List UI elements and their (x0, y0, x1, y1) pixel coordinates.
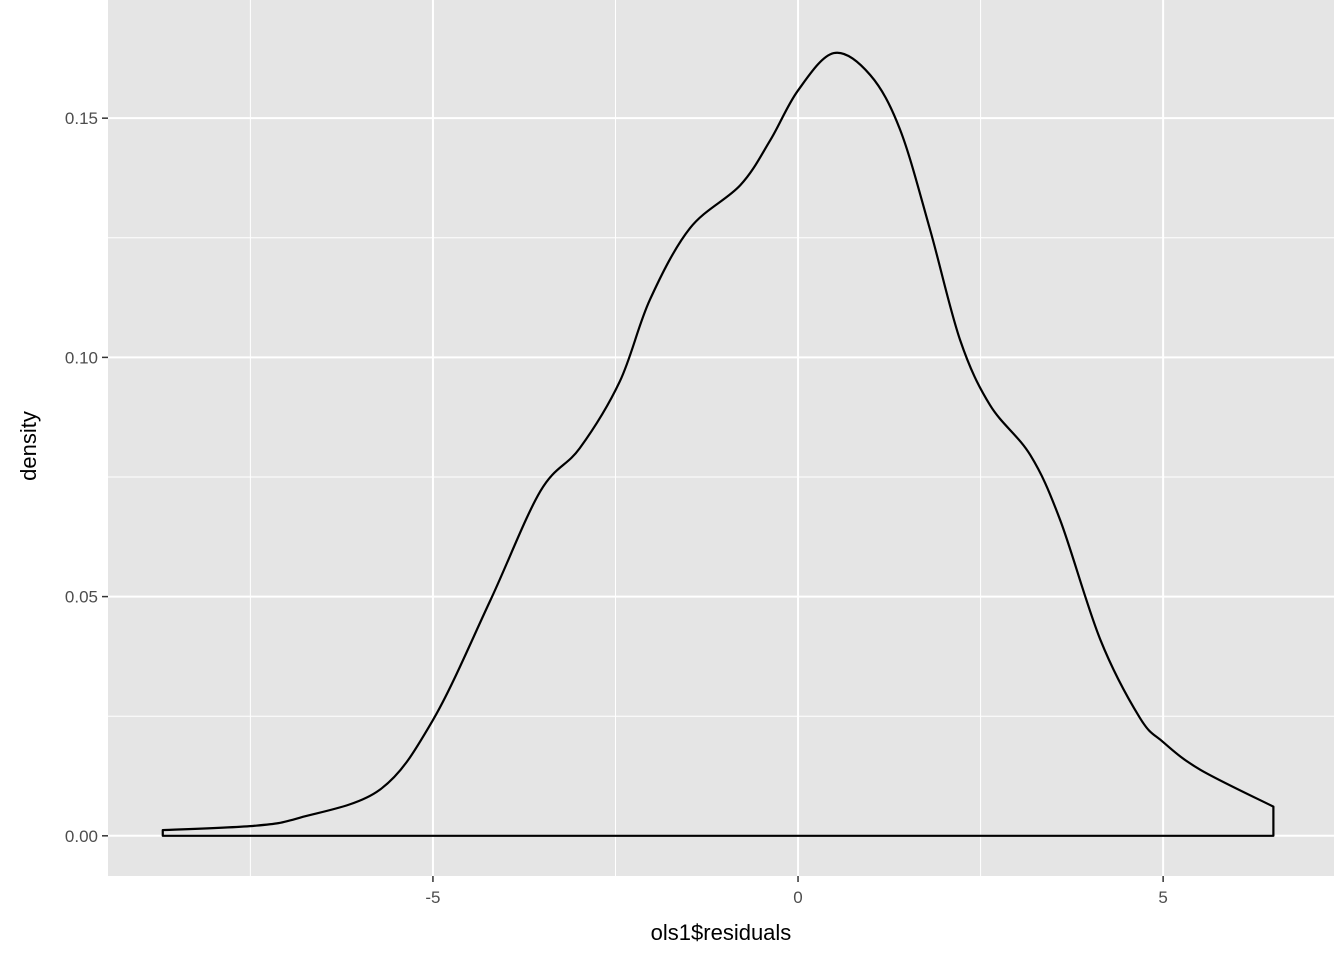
y-tick-label: 0.00 (65, 827, 98, 846)
y-tick-label: 0.05 (65, 588, 98, 607)
x-tick-label: 5 (1158, 888, 1167, 907)
y-tick-label: 0.15 (65, 109, 98, 128)
density-curve (161, 51, 1275, 837)
tick-labels: -5 0 5 0.00 0.05 0.10 0.15 (65, 109, 1168, 907)
x-tick-label: -5 (425, 888, 440, 907)
plot-panel (108, 0, 1334, 876)
x-tick-label: 0 (793, 888, 802, 907)
y-axis-label: density (16, 411, 41, 481)
axis-ticks (102, 117, 1164, 882)
x-axis-label: ols1$residuals (651, 920, 792, 945)
minor-gridlines (108, 0, 1334, 876)
y-tick-label: 0.10 (65, 348, 98, 367)
